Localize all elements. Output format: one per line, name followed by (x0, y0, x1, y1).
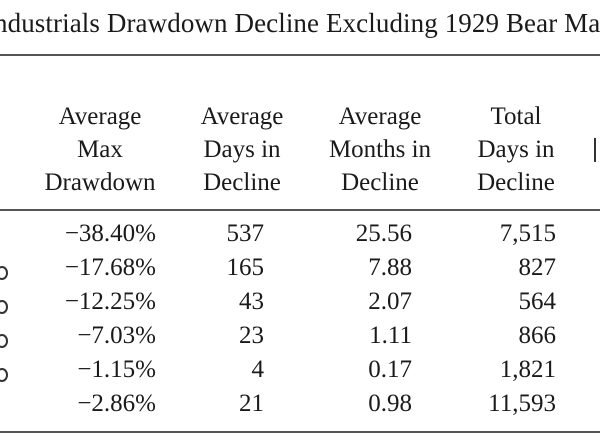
bottom-rule (0, 431, 600, 433)
header-line: Max (77, 136, 123, 163)
top-rule (0, 54, 600, 56)
cropped-row-label-edge (0, 266, 8, 280)
table-row: −38.40% 537 25.56 7,515 (0, 220, 600, 253)
header-line: Days in (203, 136, 281, 163)
days-in-decline-cell: 43 (239, 288, 264, 315)
table-row: −12.25% 43 2.07 564 (0, 288, 600, 321)
header-line: Drawdown (44, 169, 156, 196)
header-max-drawdown: Average Max Drawdown (35, 100, 165, 199)
days-in-decline-cell: 4 (251, 356, 265, 383)
header-days-in-decline: Average Days in Decline (188, 100, 296, 199)
max-drawdown-cell: −38.40% (64, 220, 156, 247)
months-in-decline-cell: 7.88 (368, 254, 412, 281)
header-line: Average (58, 103, 142, 130)
max-drawdown-cell: −17.68% (64, 254, 156, 281)
table-title: ndustrials Drawdown Decline Excluding 19… (0, 8, 600, 38)
total-days-cell: 1,821 (499, 356, 556, 383)
header-line: Average (200, 103, 284, 130)
months-in-decline-cell: 0.98 (368, 390, 412, 417)
max-drawdown-cell: −7.03% (77, 322, 156, 349)
months-in-decline-cell: 1.11 (369, 322, 412, 349)
header-line: Decline (477, 169, 555, 196)
total-days-cell: 866 (518, 322, 557, 349)
total-days-cell: 564 (518, 288, 557, 315)
days-in-decline-cell: 537 (226, 220, 265, 247)
cropped-header-edge (594, 138, 600, 162)
header-line: Months in (328, 136, 432, 163)
table-row: −17.68% 165 7.88 827 (0, 254, 600, 287)
header-line: Average (338, 103, 422, 130)
header-line: Days in (477, 136, 555, 163)
months-in-decline-cell: 0.17 (368, 356, 412, 383)
cropped-row-label-edge (0, 300, 8, 314)
header-rule (0, 209, 600, 211)
header-line: Total (490, 103, 542, 130)
total-days-cell: 11,593 (488, 390, 556, 417)
header-line: Decline (341, 169, 419, 196)
header-months-in-decline: Average Months in Decline (316, 100, 444, 199)
days-in-decline-cell: 165 (226, 254, 265, 281)
table-row: −2.86% 21 0.98 11,593 (0, 390, 600, 423)
max-drawdown-cell: −12.25% (64, 288, 156, 315)
table-row: −7.03% 23 1.11 866 (0, 322, 600, 355)
max-drawdown-cell: −2.86% (77, 390, 156, 417)
header-line: Decline (203, 169, 281, 196)
cropped-row-label-edge (0, 368, 8, 382)
cropped-row-label-edge (0, 334, 8, 348)
max-drawdown-cell: −1.15% (77, 356, 156, 383)
header-total-days-in-decline: Total Days in Decline (462, 100, 570, 199)
total-days-cell: 827 (518, 254, 557, 281)
months-in-decline-cell: 25.56 (355, 220, 412, 247)
total-days-cell: 7,515 (499, 220, 556, 247)
table-row: −1.15% 4 0.17 1,821 (0, 356, 600, 389)
days-in-decline-cell: 23 (239, 322, 264, 349)
months-in-decline-cell: 2.07 (368, 288, 412, 315)
days-in-decline-cell: 21 (239, 390, 264, 417)
